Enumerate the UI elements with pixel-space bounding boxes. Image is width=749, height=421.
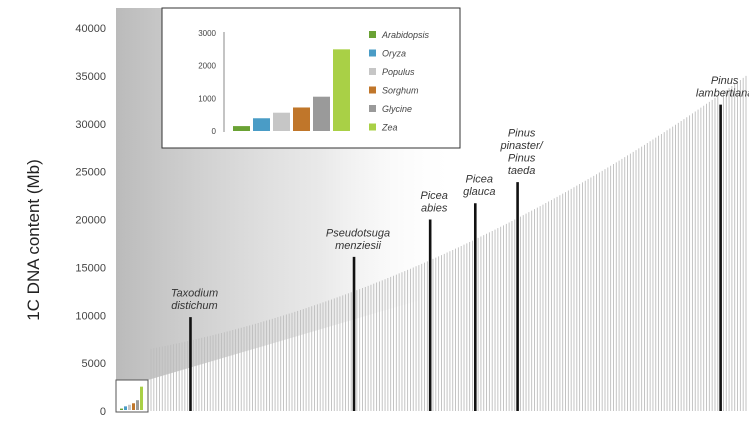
inset-frame — [161, 7, 461, 149]
bars — [150, 75, 747, 411]
legend-swatch — [369, 123, 376, 131]
y-tick-label: 25000 — [75, 167, 106, 179]
species-label: Pseudotsuga — [326, 227, 390, 239]
reference-bar — [132, 403, 135, 410]
y-tick-label: 15000 — [75, 262, 106, 274]
inset-legend: Arabidopsis Oryza Populus Sorghum Glycine Zea — [369, 30, 430, 133]
legend-label: Oryza — [382, 49, 406, 59]
species-label: Picea — [420, 190, 448, 202]
species-label: taeda — [508, 165, 536, 177]
species-label: lambertiana — [696, 88, 749, 100]
inset-bars — [233, 49, 350, 132]
species-label: Pinus — [508, 128, 536, 140]
legend-swatch — [369, 105, 376, 112]
inset-bar — [253, 118, 270, 131]
y-tick-labels: 0 5000 10000 15000 20000 25000 30000 35000 40000 — [75, 23, 106, 418]
legend-swatch — [369, 68, 376, 75]
species-label: Pinus — [508, 153, 536, 165]
species-label: Pinus — [711, 75, 739, 87]
inset-y-tick-labels: 0 1000 2000 3000 — [198, 29, 216, 136]
y-tick-label: 10000 — [75, 310, 106, 322]
reference-bar — [120, 408, 123, 410]
species-label: Taxodium — [171, 288, 218, 300]
reference-bar — [136, 400, 139, 410]
inset-bar — [333, 49, 350, 132]
reference-bar — [124, 406, 127, 410]
zoom-reference-box — [115, 379, 149, 413]
species-label: Picea — [466, 174, 494, 186]
legend-label: Zea — [381, 123, 398, 133]
reference-bar — [128, 404, 131, 410]
inset-y-tick-label: 2000 — [198, 62, 216, 71]
y-tick-label: 30000 — [75, 119, 106, 131]
inset-chart: 0 1000 2000 3000 Arabidopsis Oryza Populus Sor… — [161, 7, 461, 149]
y-tick-label: 40000 — [75, 23, 106, 35]
y-tick-label: 35000 — [75, 71, 106, 83]
legend-label: Arabidopsis — [381, 30, 430, 40]
y-tick-label: 0 — [100, 406, 106, 418]
inset-y-tick-label: 1000 — [198, 94, 216, 103]
reference-bar — [140, 386, 143, 410]
species-label: menziesii — [335, 240, 381, 252]
y-axis-label: 1C DNA content (Mb) — [24, 159, 43, 321]
y-tick-label: 20000 — [75, 215, 106, 227]
inset-bar — [293, 107, 310, 131]
inset-y-tick-label: 0 — [212, 127, 217, 136]
species-label: glauca — [463, 186, 495, 198]
y-tick-label: 5000 — [82, 358, 106, 370]
legend-label: Populus — [382, 67, 415, 77]
legend-swatch — [369, 49, 376, 57]
inset-y-tick-label: 3000 — [198, 29, 216, 38]
species-label: pinaster/ — [499, 140, 543, 152]
inset-bar — [273, 112, 290, 131]
legend-label: Glycine — [382, 104, 412, 114]
legend-label: Sorghum — [382, 86, 419, 96]
legend-swatch — [369, 86, 376, 94]
inset-bar — [313, 96, 330, 131]
species-label: distichum — [171, 300, 217, 312]
inset-bar — [233, 126, 250, 131]
legend-swatch — [369, 31, 376, 38]
species-label: abies — [421, 203, 448, 215]
